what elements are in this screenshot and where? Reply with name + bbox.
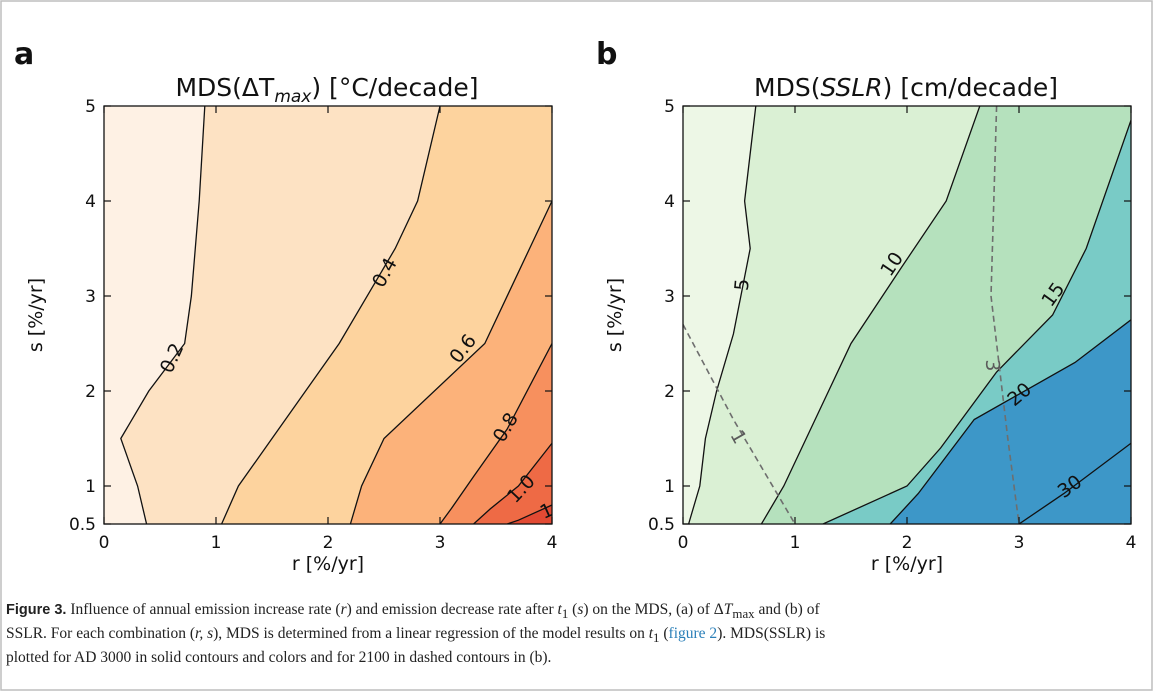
x-tick-label: 0 — [99, 533, 110, 553]
panel-b-title-suffix: ) [cm/decade] — [883, 73, 1058, 102]
caption-text: ) and emission decrease rate after — [347, 601, 558, 618]
y-tick-label: 3 — [664, 287, 675, 307]
x-axis-label: r [%/yr] — [292, 553, 364, 575]
caption-line-2: SSLR. For each combination (r, s), MDS i… — [6, 624, 1136, 648]
x-tick-label: 0 — [678, 533, 689, 553]
y-tick-label: 3 — [85, 287, 96, 307]
y-axis-label: s [%/yr] — [604, 278, 626, 352]
x-tick-label: 2 — [902, 533, 913, 553]
y-tick-label: 0.5 — [69, 515, 96, 535]
y-tick-label: 4 — [664, 192, 675, 212]
caption-text: ). MDS(SSLR) is — [717, 625, 825, 642]
y-tick-label: 4 — [85, 192, 96, 212]
contour-label: 5 — [731, 278, 754, 292]
caption-text: Influence of annual emission increase ra… — [66, 601, 340, 618]
y-tick-label: 5 — [664, 97, 675, 117]
figure-caption: Figure 3. Influence of annual emission i… — [6, 600, 1136, 668]
panel-b-title: MDS(SSLR) [cm/decade] — [754, 73, 1058, 102]
figure-2-link[interactable]: figure 2 — [669, 625, 718, 642]
caption-sub: max — [732, 606, 754, 621]
caption-text: ( — [568, 601, 577, 618]
caption-text: ), MDS is determined from a linear regre… — [213, 625, 649, 642]
y-tick-label: 5 — [85, 97, 96, 117]
panel-a-title-sub: max — [274, 87, 312, 107]
y-axis-label: s [%/yr] — [25, 278, 47, 352]
x-axis-label: r [%/yr] — [871, 553, 943, 575]
x-tick-label: 2 — [323, 533, 334, 553]
panel-b-label: b — [596, 37, 617, 72]
x-tick-label: 1 — [211, 533, 222, 553]
caption-label: Figure 3. — [6, 602, 66, 618]
x-tick-label: 4 — [547, 533, 558, 553]
caption-text: ) on the MDS, (a) of Δ — [583, 601, 723, 618]
x-tick-label: 3 — [1014, 533, 1025, 553]
x-tick-label: 3 — [435, 533, 446, 553]
panel-a-label: a — [14, 37, 34, 72]
x-tick-label: 1 — [790, 533, 801, 553]
caption-var-rs: r, s — [195, 625, 213, 642]
caption-text: ( — [660, 625, 669, 642]
caption-text: and (b) of — [755, 601, 820, 618]
y-tick-label: 2 — [664, 382, 675, 402]
y-tick-label: 1 — [664, 477, 675, 497]
caption-text: SSLR. For each combination ( — [6, 625, 195, 642]
panel-b-title-ital: SSLR — [821, 73, 883, 102]
caption-line-1: Figure 3. Influence of annual emission i… — [6, 600, 1136, 624]
panel-b-title-prefix: MDS( — [754, 73, 820, 102]
panel-a-title-suffix: ) [°C/decade] — [311, 73, 478, 102]
y-tick-label: 1 — [85, 477, 96, 497]
panel-a-title: MDS(ΔTmax) [°C/decade] — [175, 73, 478, 107]
y-tick-label: 2 — [85, 382, 96, 402]
panel-a-title-prefix: MDS(ΔT — [175, 73, 275, 102]
panel-a-plot: 0.20.40.60.81.01 — [104, 78, 586, 547]
caption-line-3: plotted for AD 3000 in solid contours an… — [6, 648, 1136, 668]
dashed-contour-label: 3 — [981, 359, 1003, 372]
x-tick-label: 4 — [1126, 533, 1137, 553]
y-tick-label: 0.5 — [648, 515, 675, 535]
